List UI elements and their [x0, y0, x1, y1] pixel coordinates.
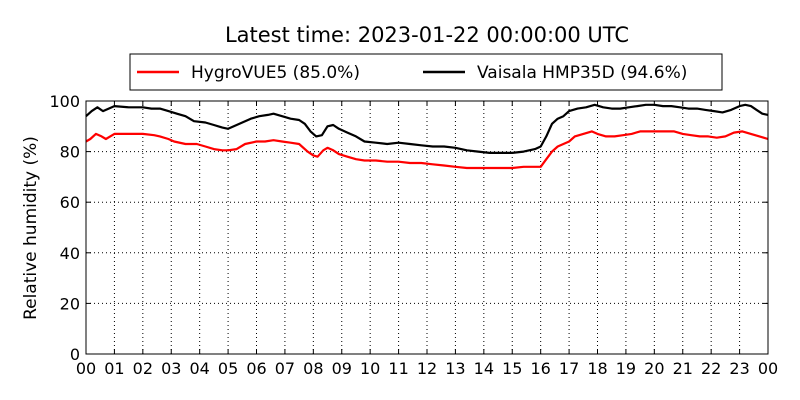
- y-tick-label: 0: [70, 345, 80, 364]
- series-line-0: [85, 130, 769, 170]
- x-tick-label: 12: [417, 359, 437, 378]
- x-tick-label: 02: [133, 359, 153, 378]
- x-tick-label: 10: [360, 359, 380, 378]
- x-tick-label: 00: [758, 359, 778, 378]
- x-tick-label: 20: [644, 359, 664, 378]
- x-tick-label: 23: [729, 359, 749, 378]
- x-tick-label: 22: [701, 359, 721, 378]
- plot-frame: [85, 100, 769, 355]
- y-tick-label: 60: [60, 193, 80, 212]
- grid-lines: [86, 101, 768, 354]
- chart-title: Latest time: 2023-01-22 00:00:00 UTC: [225, 23, 629, 47]
- x-tick-label: 19: [616, 359, 636, 378]
- x-tick-label: 18: [587, 359, 607, 378]
- x-tick-label: 00: [76, 359, 96, 378]
- y-tick-label: 20: [60, 294, 80, 313]
- x-tick-label: 14: [474, 359, 494, 378]
- x-tick-label: 16: [530, 359, 550, 378]
- plot-area-border: [85, 100, 769, 355]
- x-tick-label: 06: [246, 359, 266, 378]
- series-layer: [85, 103, 769, 170]
- legend-label: Vaisala HMP35D (94.6%): [477, 63, 687, 83]
- y-tick-label: 100: [49, 92, 80, 111]
- x-tick-label: 04: [189, 359, 209, 378]
- x-tick-label: 17: [559, 359, 579, 378]
- x-tick-label: 08: [303, 359, 323, 378]
- x-tick-label: 09: [332, 359, 352, 378]
- x-tick-label: 07: [275, 359, 295, 378]
- y-tick-label: 40: [60, 244, 80, 263]
- legend-label: HygroVUE5 (85.0%): [191, 63, 360, 83]
- x-tick-label: 13: [445, 359, 465, 378]
- x-tick-label: 05: [218, 359, 238, 378]
- x-tick-label: 15: [502, 359, 522, 378]
- y-axis-label: Relative humidity (%): [21, 136, 41, 320]
- x-tick-label: 01: [104, 359, 124, 378]
- y-tick-label: 80: [60, 143, 80, 162]
- axis-ticks: 00 01 02 03 04 05 06 07 08 09 10 11 12 13 14 15 16 17 18 19…: [49, 92, 778, 378]
- legend: HygroVUE5 (85.0%) Vaisala HMP35D (94.6%): [129, 53, 723, 91]
- x-tick-label: 11: [388, 359, 408, 378]
- series-line-1: [85, 103, 769, 154]
- x-tick-label: 21: [673, 359, 693, 378]
- x-tick-label: 03: [161, 359, 181, 378]
